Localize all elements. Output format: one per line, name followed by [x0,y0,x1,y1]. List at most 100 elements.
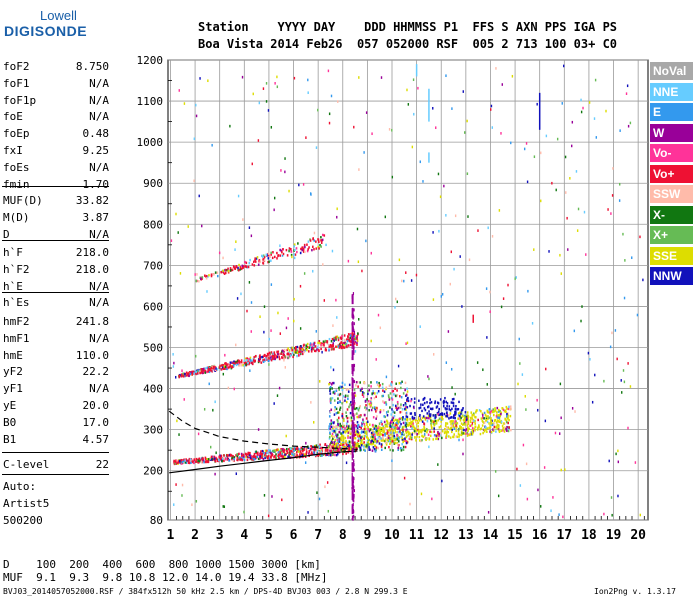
echo-point [507,414,509,417]
echo-point [374,424,377,427]
echo-point [465,415,468,419]
echo-point [315,240,317,243]
echo-point [360,430,363,433]
echo-point [265,100,268,103]
echo-point [420,439,422,443]
echo-point [278,355,280,359]
echo-point [359,439,362,442]
echo-point [333,430,336,433]
echo-point [466,432,469,435]
echo-point [498,430,501,434]
echo-point [378,433,380,437]
echo-point [277,353,279,356]
echo-point [347,394,349,398]
echo-point [449,409,452,412]
echo-point [354,413,357,416]
echo-point [283,450,285,454]
echo-point [279,248,281,252]
echo-point [227,454,230,457]
echo-point [236,454,239,458]
echo-point [245,261,248,265]
echo-point [281,254,284,257]
echo-point [271,357,274,360]
echo-point [500,305,503,309]
echo-point [380,445,383,448]
echo-point [382,426,384,429]
echo-point [331,387,333,390]
echo-point [434,400,437,403]
echo-point [237,266,239,270]
echo-point [356,335,358,338]
echo-point [273,402,275,405]
echo-point [212,367,214,370]
echo-point [293,297,295,301]
echo-point [332,427,334,430]
echo-point [320,343,323,346]
echo-point [312,237,314,241]
echo-point [594,373,596,377]
echo-point [416,432,418,436]
echo-point [224,353,226,357]
echo-point [434,419,437,423]
echo-point [405,422,408,425]
echo-point [464,131,466,134]
echo-point [463,432,466,435]
echo-point [197,459,200,462]
echo-point [329,344,332,347]
echo-point [403,433,405,436]
echo-point [316,348,318,351]
echo-point [344,399,346,402]
echo-point [320,241,323,244]
echo-point [492,429,495,432]
echo-point [302,248,305,251]
echo-point [493,422,495,425]
echo-point [267,109,270,112]
echo-point [265,355,268,358]
echo-point [282,449,284,452]
echo-point [206,458,208,461]
echo-point [489,430,492,434]
echo-point [240,359,243,362]
echo-point [381,423,383,426]
echo-point [336,316,338,319]
echo-point [311,248,313,252]
echo-point [409,437,412,441]
legend-item: NNW [650,267,693,285]
echo-point [410,279,413,282]
echo-point [294,455,297,458]
echo-point [402,448,405,452]
echo-point [445,411,448,414]
echo-point [385,401,387,404]
param-name: foEp [3,127,30,141]
echo-point [469,432,472,436]
echo-point [353,493,355,497]
echo-point [446,402,449,405]
echo-point [353,495,355,499]
echo-point [210,458,213,461]
echo-point [328,427,330,431]
echo-point [476,428,479,431]
echo-point [247,362,249,365]
echo-point [490,420,493,424]
echo-point [329,443,331,446]
echo-point [386,436,389,439]
echo-point [442,402,445,405]
echo-point [452,423,455,426]
legend-item: NoVal [650,62,693,80]
echo-point [394,297,397,301]
echo-point [587,351,590,355]
echo-point [405,394,407,398]
echo-point [333,409,336,412]
echo-point [214,400,216,404]
echo-point [375,410,377,413]
echo-point [375,406,377,410]
echo-point [324,348,327,352]
echo-point [569,176,571,180]
y-tick-label: 200 [143,465,163,478]
echo-point [267,252,270,255]
echo-point [342,346,345,349]
echo-point [571,407,574,410]
echo-point [420,403,422,406]
echo-point [548,250,550,253]
echo-point [464,418,466,421]
